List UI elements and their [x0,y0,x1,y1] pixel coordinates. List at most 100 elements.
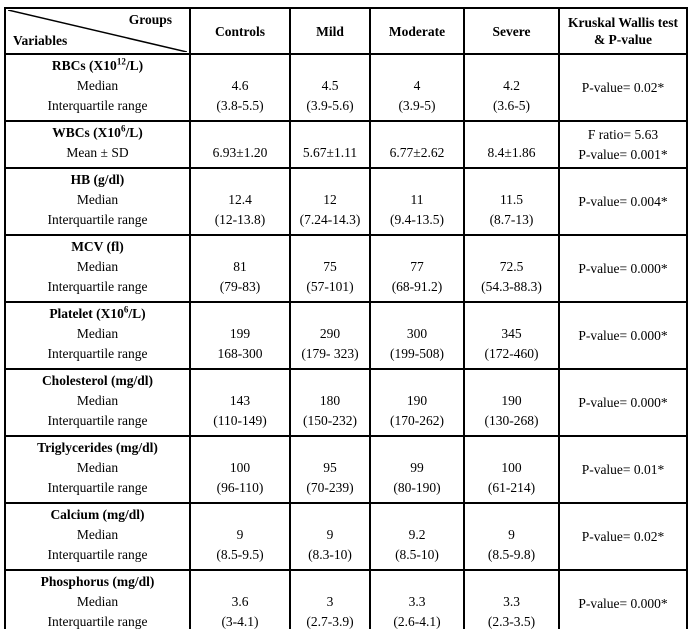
value-line: 72.5 [499,259,524,274]
value-cell-mild: 290 (179- 323) [289,301,371,370]
variable-cell: WBCs (X106/L) Mean ± SD [4,120,191,169]
variable-name: Platelet (X106/L) [8,304,187,324]
value-cell-severe: 100 (61-214) [463,435,560,504]
spacer-line [293,123,367,143]
variable-name: WBCs (X106/L) [8,123,187,143]
diagonal-divider [8,10,187,52]
kruskal-line: P-value= 0.000* [578,394,668,410]
column-header-controls: Controls [189,7,291,55]
column-header-severe: Severe [463,7,560,55]
stat-label: Interquartile range [47,98,148,113]
value-line: 11 [410,192,424,207]
value-line: (8.5-10) [395,547,439,562]
value-line: 9 [236,527,244,542]
kruskal-line: P-value= 0.000* [578,260,668,276]
value-line: 6.77±2.62 [389,145,445,160]
value-line: 180 [319,393,341,408]
value-cell-mild: 5.67±1.11 [289,120,371,169]
column-header-kruskal: Kruskal Wallis test & P-value [558,7,688,55]
value-cell-mild: 180 (150-232) [289,368,371,437]
variable-name-pre: HB (g/dl) [70,172,125,187]
value-cell-severe: 3.3 (2.3-3.5) [463,569,560,629]
value-line: (8.5-9.5) [216,547,264,562]
variable-cell: Phosphorus (mg/dl) Median Interquartile r… [4,569,191,629]
value-line: 9 [326,527,334,542]
value-line: (179- 323) [301,346,359,361]
value-cell-severe: 11.5 (8.7-13) [463,167,560,236]
value-line: (61-214) [487,480,536,495]
column-header-moderate: Moderate [369,7,465,55]
variable-name-pre: Platelet (X10 [49,306,124,321]
value-line: (110-149) [213,413,267,428]
value-line: 100 [229,460,251,475]
header-row: Groups Variables Controls Mild Moderate … [4,7,688,55]
spacer-line [193,304,287,324]
kruskal-line: P-value= 0.02* [581,528,665,544]
spacer-line [193,371,287,391]
spacer-line [467,371,556,391]
value-line: 4.6 [231,78,249,93]
value-cell-severe: 190 (130-268) [463,368,560,437]
stat-label: Median [76,192,119,207]
value-line: 3 [326,594,334,609]
value-line: 12.4 [228,192,252,207]
statistics-table: Groups Variables Controls Mild Moderate … [4,7,688,629]
value-line: 3.6 [231,594,249,609]
variable-name-superscript: 6 [120,123,126,134]
value-cell-mild: 75 (57-101) [289,234,371,303]
variable-name: HB (g/dl) [8,170,187,190]
value-cell-moderate: 6.77±2.62 [369,120,465,169]
value-line: 12 [323,192,337,207]
value-line: 5.67±1.11 [302,145,358,160]
kruskal-line: P-value= 0.000* [578,595,668,611]
value-cell-severe: 345 (172-460) [463,301,560,370]
kruskal-cell: P-value= 0.000* [558,234,688,303]
spacer-line [467,505,556,525]
spacer-line [293,438,367,458]
value-cell-controls: 9 (8.5-9.5) [189,502,291,571]
variable-name-pre: Triglycerides (mg/dl) [37,440,158,455]
variable-name-superscript: 6 [123,304,129,315]
table-row: WBCs (X106/L) Mean ± SD 6.93±1.20 5.67±1… [4,120,688,169]
variable-name-pre: RBCs (X10 [51,58,117,73]
value-cell-moderate: 9.2 (8.5-10) [369,502,465,571]
value-cell-controls: 100 (96-110) [189,435,291,504]
value-line: (170-262) [390,413,444,428]
value-line: 8.4±1.86 [487,145,536,160]
spacer-line [467,237,556,257]
stat-label: Median [76,460,119,475]
stat-label: Median [76,326,119,341]
value-line: (2.6-4.1) [393,614,441,629]
spacer-line [193,438,287,458]
spacer-line [373,371,461,391]
spacer-line [293,170,367,190]
spacer-line [467,572,556,592]
value-line: (3.8-5.5) [216,98,264,113]
variable-name: Phosphorus (mg/dl) [8,572,187,592]
table-header: Groups Variables Controls Mild Moderate … [4,7,688,55]
table-row: HB (g/dl) Median Interquartile range 12.4… [4,167,688,236]
value-cell-severe: 72.5 (54.3-88.3) [463,234,560,303]
stat-label: Mean ± SD [66,145,129,160]
value-line: (79-83) [219,279,261,294]
spacer-line [193,505,287,525]
variable-name: RBCs (X1012/L) [8,56,187,76]
spacer-line [373,572,461,592]
variable-name: Cholesterol (mg/dl) [8,371,187,391]
value-cell-controls: 81 (79-83) [189,234,291,303]
value-cell-mild: 4.5 (3.9-5.6) [289,53,371,122]
variable-name: MCV (fl) [8,237,187,257]
value-cell-moderate: 99 (80-190) [369,435,465,504]
variable-name-pre: WBCs (X10 [52,125,121,140]
variable-name: Triglycerides (mg/dl) [8,438,187,458]
spacer-line [467,438,556,458]
value-line: (9.4-13.5) [390,212,444,227]
stat-label: Interquartile range [47,346,148,361]
value-line: (80-190) [393,480,441,495]
stat-label: Interquartile range [47,480,148,495]
variable-name-pre: Calcium (mg/dl) [50,507,145,522]
variable-cell: Calcium (mg/dl) Median Interquartile rang… [4,502,191,571]
variables-label: Variables [13,33,68,48]
kruskal-cell: P-value= 0.02* [558,502,688,571]
value-line: (3.9-5.6) [306,98,354,113]
